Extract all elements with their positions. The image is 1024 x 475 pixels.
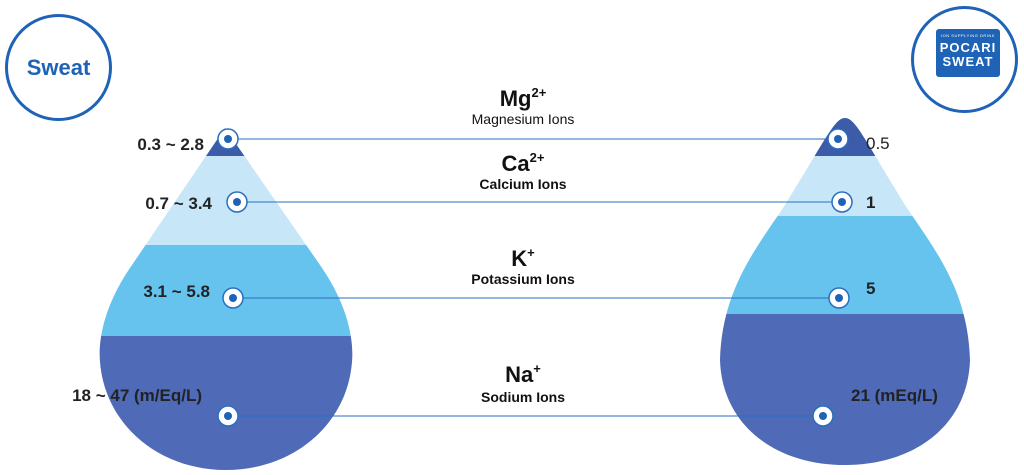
sweat-calcium-band <box>99 156 353 245</box>
potassium-symbol: K+ <box>511 245 535 271</box>
sweat-sodium-value: 18 ~ 47 (m/Eq/L) <box>72 386 202 405</box>
pocari-calcium-value: 1 <box>866 193 876 212</box>
sweat-potassium-value: 3.1 ~ 5.8 <box>143 282 210 301</box>
sweat-magnesium-value: 0.3 ~ 2.8 <box>137 135 204 154</box>
pocari-sweat-logo: ION SUPPLYING DRINK POCARI SWEAT <box>936 29 1000 77</box>
pocari-magnesium-value: 0.5 <box>866 134 890 153</box>
sodium-name: Sodium Ions <box>481 389 565 405</box>
sweat-badge-label: Sweat <box>26 55 91 80</box>
magnesium-name: Magnesium Ions <box>471 111 575 127</box>
sodium-symbol: Na+ <box>505 361 541 387</box>
pocari-sodium-value: 21 (mEq/L) <box>851 386 938 405</box>
pocari-sweat-badge: ION SUPPLYING DRINK POCARI SWEAT <box>911 6 1018 113</box>
calcium-name: Calcium Ions <box>479 176 567 192</box>
pocari-sodium-band <box>720 314 970 465</box>
sweat-calcium-value: 0.7 ~ 3.4 <box>145 194 212 213</box>
sweat-potassium-band <box>99 245 353 336</box>
marker-dots <box>217 128 853 427</box>
sweat-badge: Sweat <box>5 14 112 121</box>
potassium-name: Potassium Ions <box>471 271 575 287</box>
calcium-symbol: Ca2+ <box>501 150 545 176</box>
magnesium-symbol: Mg2+ <box>499 85 547 111</box>
pocari-potassium-value: 5 <box>866 279 876 298</box>
